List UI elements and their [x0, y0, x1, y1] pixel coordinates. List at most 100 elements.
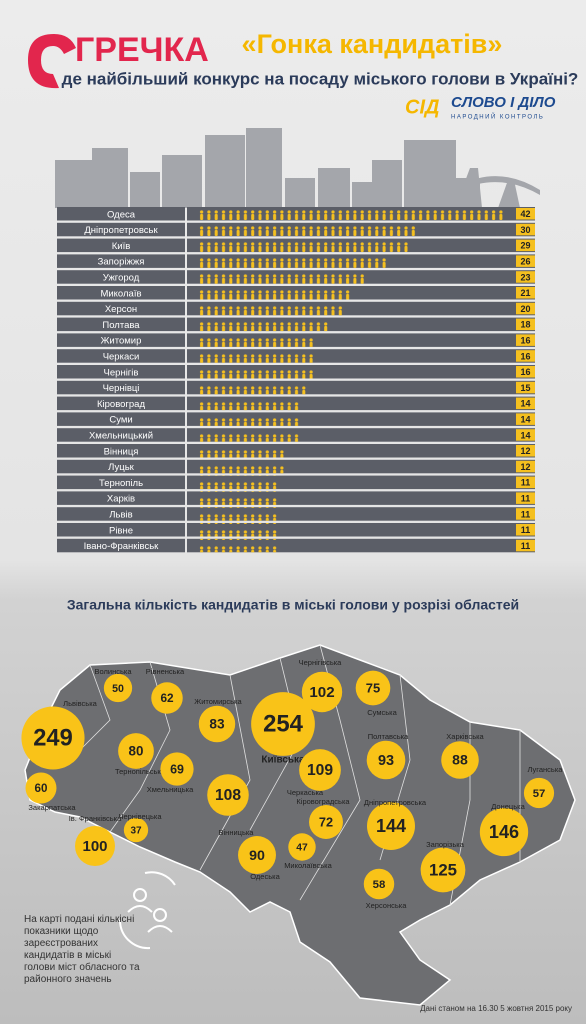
bar — [198, 538, 279, 553]
region-bubble — [21, 706, 85, 770]
region-name: Кіровоградська — [296, 797, 350, 806]
bar — [198, 491, 279, 505]
people-icon — [118, 871, 176, 950]
row-label-bg — [57, 238, 185, 253]
category-label: Рівне — [109, 525, 133, 536]
region-value: 100 — [82, 838, 107, 855]
region-value: 254 — [263, 710, 304, 737]
row-label-bg — [57, 333, 185, 347]
region-name: Харківська — [446, 732, 484, 741]
region-value: 80 — [129, 744, 144, 759]
region-name: Чернівецька — [118, 812, 162, 821]
bar — [198, 333, 315, 347]
region-value: 60 — [35, 782, 48, 795]
value-label: 14 — [520, 399, 530, 409]
region-name: Запорізька — [426, 840, 465, 849]
value-label: 30 — [520, 225, 530, 235]
value-box — [516, 492, 535, 504]
row-label-bg — [57, 270, 185, 284]
region-value: 125 — [429, 860, 457, 879]
category-label: Київ — [112, 241, 131, 252]
row-label-bg — [57, 412, 185, 426]
region-value: 37 — [130, 826, 142, 837]
region-value: 102 — [309, 684, 334, 701]
value-box — [516, 271, 535, 283]
category-label: Луцьк — [108, 462, 134, 473]
subtitle: де найбільший конкурс на посаду міського… — [62, 69, 579, 88]
value-label: 11 — [521, 541, 531, 551]
value-label: 12 — [520, 462, 530, 472]
value-label: 14 — [520, 415, 530, 425]
region-bubble — [366, 740, 406, 780]
row-label-bg — [57, 365, 185, 379]
bar — [198, 301, 344, 316]
region-name: Миколаївська — [284, 861, 332, 870]
region-name: Сумська — [367, 708, 397, 717]
value-box — [516, 524, 535, 536]
region-bubble — [367, 802, 415, 850]
region-value: 47 — [296, 843, 308, 854]
category-label: Кіровоград — [97, 399, 145, 410]
region-bubble — [420, 847, 466, 893]
region-bubble — [479, 807, 529, 857]
value-label: 12 — [520, 446, 530, 456]
region-name: Одеська — [250, 872, 280, 881]
region-name: Житомирська — [194, 697, 242, 706]
logo-mark — [28, 34, 76, 89]
region-bubble — [363, 868, 395, 900]
value-label: 21 — [520, 288, 530, 298]
region-bubble — [309, 805, 343, 839]
skyline — [55, 128, 540, 208]
value-box — [516, 255, 535, 267]
value-box — [516, 508, 535, 520]
row-label-bg — [57, 475, 185, 490]
value-box — [516, 318, 535, 331]
value-box — [516, 460, 535, 473]
map-note: На карті подані кількісні показники щодо… — [24, 914, 140, 985]
category-label: Суми — [109, 415, 132, 426]
bar — [198, 396, 301, 411]
category-label: Дніпропетровськ — [84, 225, 158, 236]
region-value: 50 — [112, 683, 124, 695]
region-value: 83 — [209, 717, 225, 732]
value-label: 11 — [521, 509, 531, 519]
value-box — [516, 397, 535, 410]
value-box — [516, 539, 535, 552]
value-label: 11 — [521, 478, 531, 488]
region-bubble — [238, 836, 276, 874]
category-label: Харків — [107, 494, 135, 505]
value-label: 42 — [520, 209, 530, 219]
partner-tagline: НАРОДНИЙ КОНТРОЛЬ — [451, 113, 544, 121]
value-box — [516, 476, 535, 489]
row-label-bg — [57, 507, 185, 521]
region-value: 57 — [533, 788, 546, 800]
region-value: 90 — [249, 848, 265, 864]
region-bubble — [355, 670, 391, 706]
category-label: Хмельницький — [89, 430, 153, 441]
row-label-bg — [57, 459, 185, 474]
row-label-bg — [57, 207, 185, 221]
value-box — [516, 366, 535, 378]
bar — [198, 317, 330, 332]
bar — [198, 270, 366, 284]
region-name: Ів. Франківська — [69, 814, 122, 823]
row-label-bg — [57, 396, 185, 411]
category-label: Полтава — [102, 320, 140, 331]
bar — [198, 380, 308, 395]
value-label: 16 — [520, 336, 530, 346]
region-value: 69 — [170, 762, 184, 776]
region-bubble — [151, 682, 183, 714]
category-label: Ужгород — [103, 272, 140, 283]
region-value: 58 — [373, 879, 386, 891]
value-box — [516, 302, 535, 315]
bar — [198, 365, 315, 379]
region-name: Волинська — [95, 667, 133, 676]
region-name: Донецька — [491, 802, 525, 811]
value-box — [516, 413, 535, 425]
value-box — [516, 429, 535, 441]
region-bubble — [251, 692, 315, 756]
value-label: 16 — [520, 351, 530, 361]
region-name: Вінницька — [219, 828, 255, 837]
